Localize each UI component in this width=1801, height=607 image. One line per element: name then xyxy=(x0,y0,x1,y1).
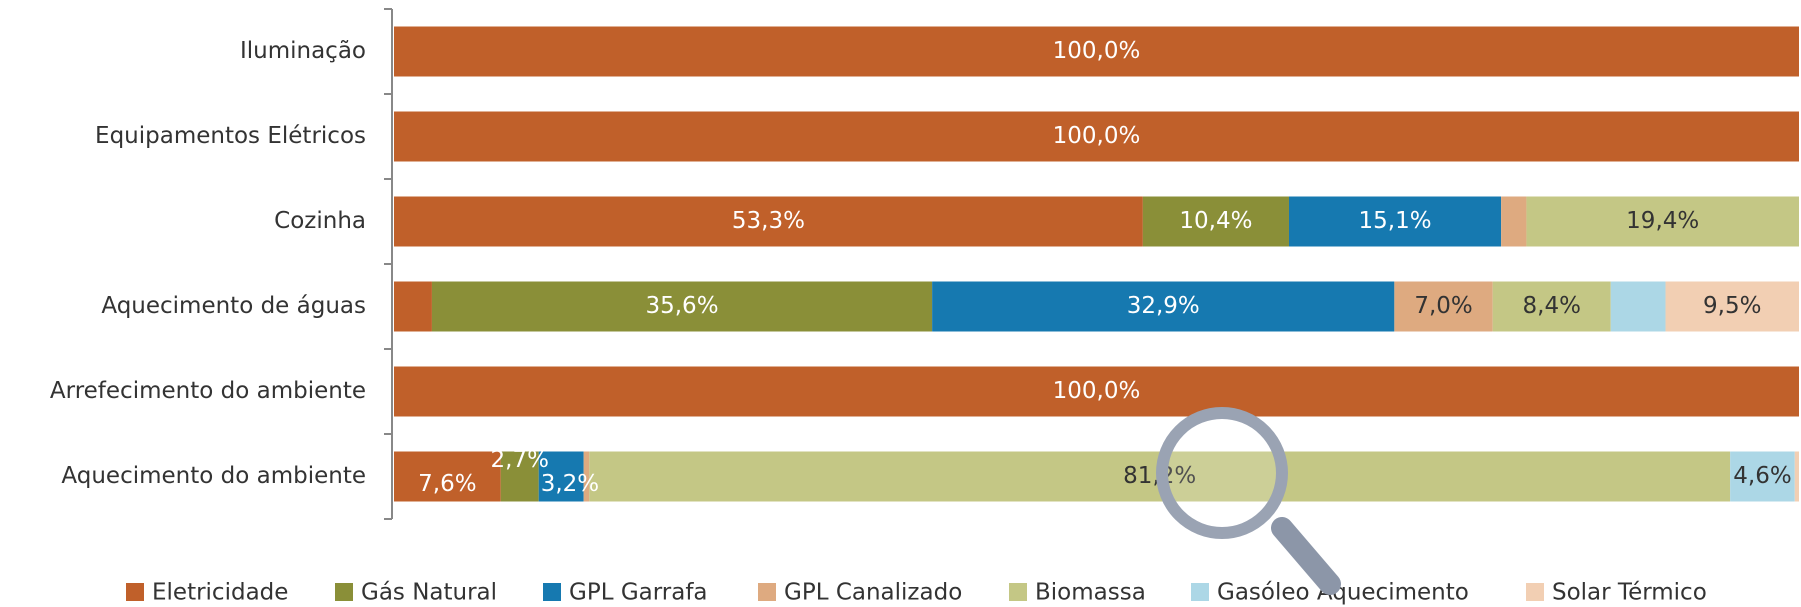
y-tick-label: Iluminação xyxy=(240,38,366,64)
bar-segment xyxy=(583,451,590,502)
y-tick-label: Aquecimento do ambiente xyxy=(61,463,366,489)
bar-segment xyxy=(394,281,432,332)
value-label: 53,3% xyxy=(732,208,805,234)
legend-label: Solar Térmico xyxy=(1552,580,1707,606)
legend-label: Gás Natural xyxy=(361,580,497,606)
value-label: 4,6% xyxy=(1733,463,1791,489)
bar-segment xyxy=(394,111,1799,162)
bar-segment xyxy=(1665,281,1799,332)
legend-swatch xyxy=(1191,583,1209,601)
value-label: 35,6% xyxy=(645,293,718,319)
bar-segment xyxy=(1794,451,1799,502)
value-label: 7,6% xyxy=(418,471,476,497)
value-label: 19,4% xyxy=(1626,208,1699,234)
y-tick-label: Equipamentos Elétricos xyxy=(95,123,366,149)
bar-segment xyxy=(1142,196,1289,247)
legend-swatch xyxy=(335,583,353,601)
magnifier-handle xyxy=(1271,517,1341,595)
bar-segment xyxy=(394,196,1143,247)
bar-segment xyxy=(538,451,584,502)
bar-segment xyxy=(1730,451,1795,502)
legend-swatch xyxy=(758,583,776,601)
bar-segment xyxy=(932,281,1395,332)
y-tick-label: Arrefecimento do ambiente xyxy=(50,378,366,404)
value-label: 15,1% xyxy=(1359,208,1432,234)
legend-swatch xyxy=(126,583,144,601)
bar-segment xyxy=(1610,281,1666,332)
legend-swatch xyxy=(543,583,561,601)
legend-label: Eletricidade xyxy=(152,580,288,606)
legend-label: GPL Garrafa xyxy=(569,580,708,606)
legend-label: GPL Canalizado xyxy=(784,580,962,606)
y-tick-label: Aquecimento de águas xyxy=(101,293,366,319)
legend-swatch xyxy=(1009,583,1027,601)
y-tick-label: Cozinha xyxy=(274,208,366,234)
value-label: 7,0% xyxy=(1414,293,1472,319)
bar-segment xyxy=(1492,281,1611,332)
value-label: 100,0% xyxy=(1053,378,1141,404)
bar-segment xyxy=(394,366,1799,417)
bar-segment xyxy=(500,451,539,502)
value-label: 32,9% xyxy=(1127,293,1200,319)
value-label: 8,4% xyxy=(1523,293,1581,319)
value-label: 100,0% xyxy=(1053,38,1141,64)
value-label: 100,0% xyxy=(1053,123,1141,149)
value-label: 3,2% xyxy=(541,471,599,497)
bar-segment xyxy=(1526,196,1799,247)
magnifier-icon xyxy=(1156,407,1341,595)
legend-swatch xyxy=(1526,583,1544,601)
bar-segment xyxy=(394,451,501,502)
value-label: 2,7% xyxy=(491,447,549,473)
bar-segment xyxy=(394,26,1799,77)
bars xyxy=(394,26,1799,502)
bar-segment xyxy=(1394,281,1493,332)
bar-segment xyxy=(431,281,933,332)
magnifier-lens xyxy=(1156,407,1288,539)
legend-label: Gasóleo Aquecimento xyxy=(1217,580,1469,606)
bar-segment xyxy=(1288,196,1502,247)
value-label: 10,4% xyxy=(1179,208,1252,234)
value-label: 9,5% xyxy=(1703,293,1761,319)
legend-label: Biomassa xyxy=(1035,580,1146,606)
bar-segment xyxy=(1501,196,1527,247)
